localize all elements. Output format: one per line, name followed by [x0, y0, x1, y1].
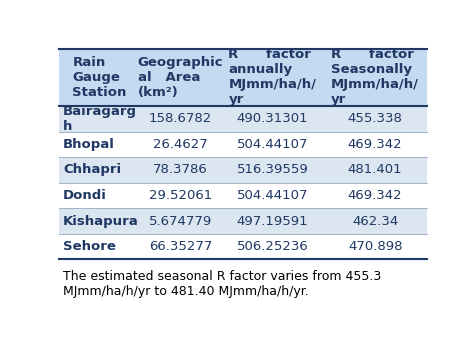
Text: 66.35277: 66.35277 [149, 240, 212, 253]
Text: 26.4627: 26.4627 [153, 138, 208, 151]
Text: 516.39559: 516.39559 [237, 163, 308, 176]
Text: Dondi: Dondi [63, 189, 107, 202]
Bar [59, 106, 427, 132]
Text: Geographic
al   Area
(km²): Geographic al Area (km²) [137, 56, 223, 99]
Bar [59, 183, 427, 208]
Text: 78.3786: 78.3786 [153, 163, 208, 176]
Text: 462.34: 462.34 [352, 215, 398, 227]
Text: R      factor
Seasonally
MJmm/ha/h/
yr: R factor Seasonally MJmm/ha/h/ yr [331, 48, 419, 106]
Bar [59, 208, 427, 234]
Bar [59, 48, 427, 106]
Text: 504.44107: 504.44107 [237, 189, 308, 202]
Text: Kishapura: Kishapura [63, 215, 139, 227]
Text: 469.342: 469.342 [348, 138, 402, 151]
Text: 481.401: 481.401 [348, 163, 402, 176]
Text: 490.31301: 490.31301 [237, 112, 308, 125]
Text: 5.674779: 5.674779 [149, 215, 212, 227]
Text: 29.52061: 29.52061 [149, 189, 212, 202]
Text: The estimated seasonal R factor varies from 455.3
MJmm/ha/h/yr to 481.40 MJmm/ha: The estimated seasonal R factor varies f… [63, 270, 381, 298]
Text: Bairagarg
h: Bairagarg h [63, 105, 137, 133]
Text: Chhapri: Chhapri [63, 163, 121, 176]
Text: R      factor
annually
MJmm/ha/h/
yr: R factor annually MJmm/ha/h/ yr [228, 48, 316, 106]
Text: Rain
Gauge
Station: Rain Gauge Station [73, 56, 127, 99]
Bar [59, 157, 427, 183]
Text: 455.338: 455.338 [348, 112, 402, 125]
Text: 506.25236: 506.25236 [237, 240, 308, 253]
Text: 469.342: 469.342 [348, 189, 402, 202]
Bar [59, 234, 427, 259]
Bar [59, 132, 427, 157]
Text: Bhopal: Bhopal [63, 138, 115, 151]
Text: Sehore: Sehore [63, 240, 116, 253]
Text: 470.898: 470.898 [348, 240, 402, 253]
Text: 504.44107: 504.44107 [237, 138, 308, 151]
Text: 158.6782: 158.6782 [149, 112, 212, 125]
Text: 497.19591: 497.19591 [237, 215, 308, 227]
